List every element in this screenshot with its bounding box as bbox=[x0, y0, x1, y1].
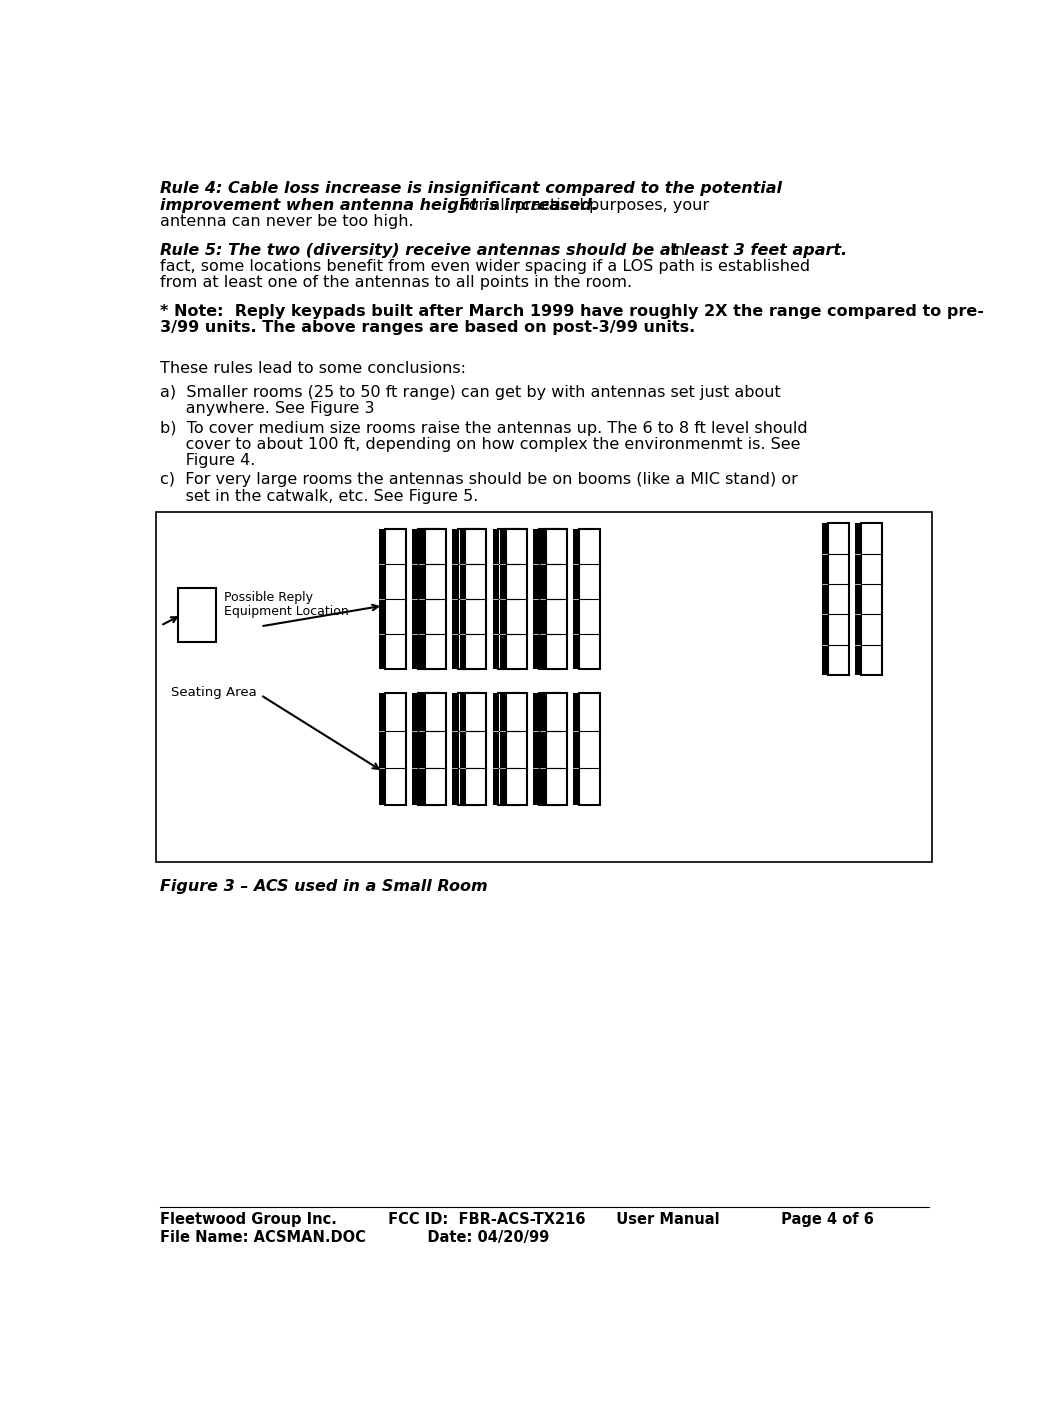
Text: Figure 3 – ACS used in a Small Room: Figure 3 – ACS used in a Small Room bbox=[160, 879, 487, 894]
Bar bbox=[459, 529, 465, 669]
Bar bbox=[539, 529, 559, 669]
Bar bbox=[458, 693, 480, 805]
Bar bbox=[459, 693, 465, 805]
Text: c)  For very large rooms the antennas should be on booms (like a MIC stand) or: c) For very large rooms the antennas sho… bbox=[160, 473, 798, 487]
Text: 3/99 units. The above ranges are based on post-3/99 units.: 3/99 units. The above ranges are based o… bbox=[160, 320, 695, 335]
Text: File Name: ACSMAN.DOC            Date: 04/20/99: File Name: ACSMAN.DOC Date: 04/20/99 bbox=[160, 1230, 549, 1245]
Text: Possible Reply: Possible Reply bbox=[224, 590, 313, 604]
Bar bbox=[539, 693, 559, 805]
Text: Fleetwood Group Inc.          FCC ID:  FBR-ACS-TX216      User Manual           : Fleetwood Group Inc. FCC ID: FBR-ACS-TX2… bbox=[160, 1211, 873, 1227]
Text: * Note:  Reply keypads built after March 1999 have roughly 2X the range compared: * Note: Reply keypads built after March … bbox=[160, 304, 984, 320]
Bar bbox=[540, 529, 545, 669]
Text: In: In bbox=[665, 243, 685, 258]
Bar bbox=[499, 529, 519, 669]
Text: Equipment Location: Equipment Location bbox=[224, 606, 349, 618]
Bar bbox=[500, 529, 505, 669]
Bar bbox=[385, 529, 405, 669]
Bar bbox=[540, 693, 545, 805]
Text: antenna can never be too high.: antenna can never be too high. bbox=[160, 214, 414, 229]
Bar bbox=[379, 693, 384, 805]
Text: Figure 4.: Figure 4. bbox=[160, 453, 255, 468]
Bar bbox=[419, 529, 424, 669]
Bar bbox=[573, 693, 578, 805]
Bar bbox=[425, 529, 446, 669]
Bar bbox=[573, 529, 578, 669]
Text: improvement when antenna height is increased.: improvement when antenna height is incre… bbox=[160, 198, 597, 212]
Bar bbox=[385, 693, 405, 805]
Bar bbox=[855, 524, 860, 675]
Bar bbox=[177, 587, 216, 642]
Text: These rules lead to some conclusions:: These rules lead to some conclusions: bbox=[160, 361, 466, 376]
Bar bbox=[425, 693, 446, 805]
Bar bbox=[499, 693, 519, 805]
Bar bbox=[492, 693, 498, 805]
Text: cover to about 100 ft, depending on how complex the environmenmt is. See: cover to about 100 ft, depending on how … bbox=[160, 437, 800, 451]
Bar bbox=[466, 693, 486, 805]
Text: Rule 4: Cable loss increase is insignificant compared to the potential: Rule 4: Cable loss increase is insignifi… bbox=[160, 181, 782, 197]
Bar bbox=[546, 693, 567, 805]
Text: Seating Area: Seating Area bbox=[172, 686, 257, 699]
Bar bbox=[579, 693, 599, 805]
Text: anywhere. See Figure 3: anywhere. See Figure 3 bbox=[160, 402, 375, 416]
Bar bbox=[412, 693, 417, 805]
Bar bbox=[412, 529, 417, 669]
Bar bbox=[533, 693, 538, 805]
Text: Rule 5: The two (diversity) receive antennas should be at least 3 feet apart.: Rule 5: The two (diversity) receive ante… bbox=[160, 243, 847, 258]
Bar bbox=[822, 524, 828, 675]
Bar bbox=[492, 529, 498, 669]
Bar bbox=[418, 693, 439, 805]
Bar bbox=[500, 693, 505, 805]
Bar bbox=[862, 524, 882, 675]
Bar bbox=[829, 524, 849, 675]
Bar bbox=[418, 529, 439, 669]
Bar bbox=[579, 529, 599, 669]
Bar bbox=[533, 529, 538, 669]
Bar bbox=[506, 693, 526, 805]
Text: For all practical purposes, your: For all practical purposes, your bbox=[455, 198, 709, 212]
Bar bbox=[458, 529, 480, 669]
Text: from at least one of the antennas to all points in the room.: from at least one of the antennas to all… bbox=[160, 275, 632, 290]
Bar bbox=[452, 693, 457, 805]
Bar bbox=[452, 529, 457, 669]
Text: a)  Smaller rooms (25 to 50 ft range) can get by with antennas set just about: a) Smaller rooms (25 to 50 ft range) can… bbox=[160, 385, 781, 400]
Text: fact, some locations benefit from even wider spacing if a LOS path is establishe: fact, some locations benefit from even w… bbox=[160, 259, 810, 275]
Text: set in the catwalk, etc. See Figure 5.: set in the catwalk, etc. See Figure 5. bbox=[160, 488, 479, 504]
Bar bbox=[506, 529, 526, 669]
Bar bbox=[419, 693, 424, 805]
Bar bbox=[379, 529, 384, 669]
Bar bbox=[466, 529, 486, 669]
Bar bbox=[546, 529, 567, 669]
Text: b)  To cover medium size rooms raise the antennas up. The 6 to 8 ft level should: b) To cover medium size rooms raise the … bbox=[160, 420, 807, 436]
Bar bbox=[156, 512, 933, 862]
